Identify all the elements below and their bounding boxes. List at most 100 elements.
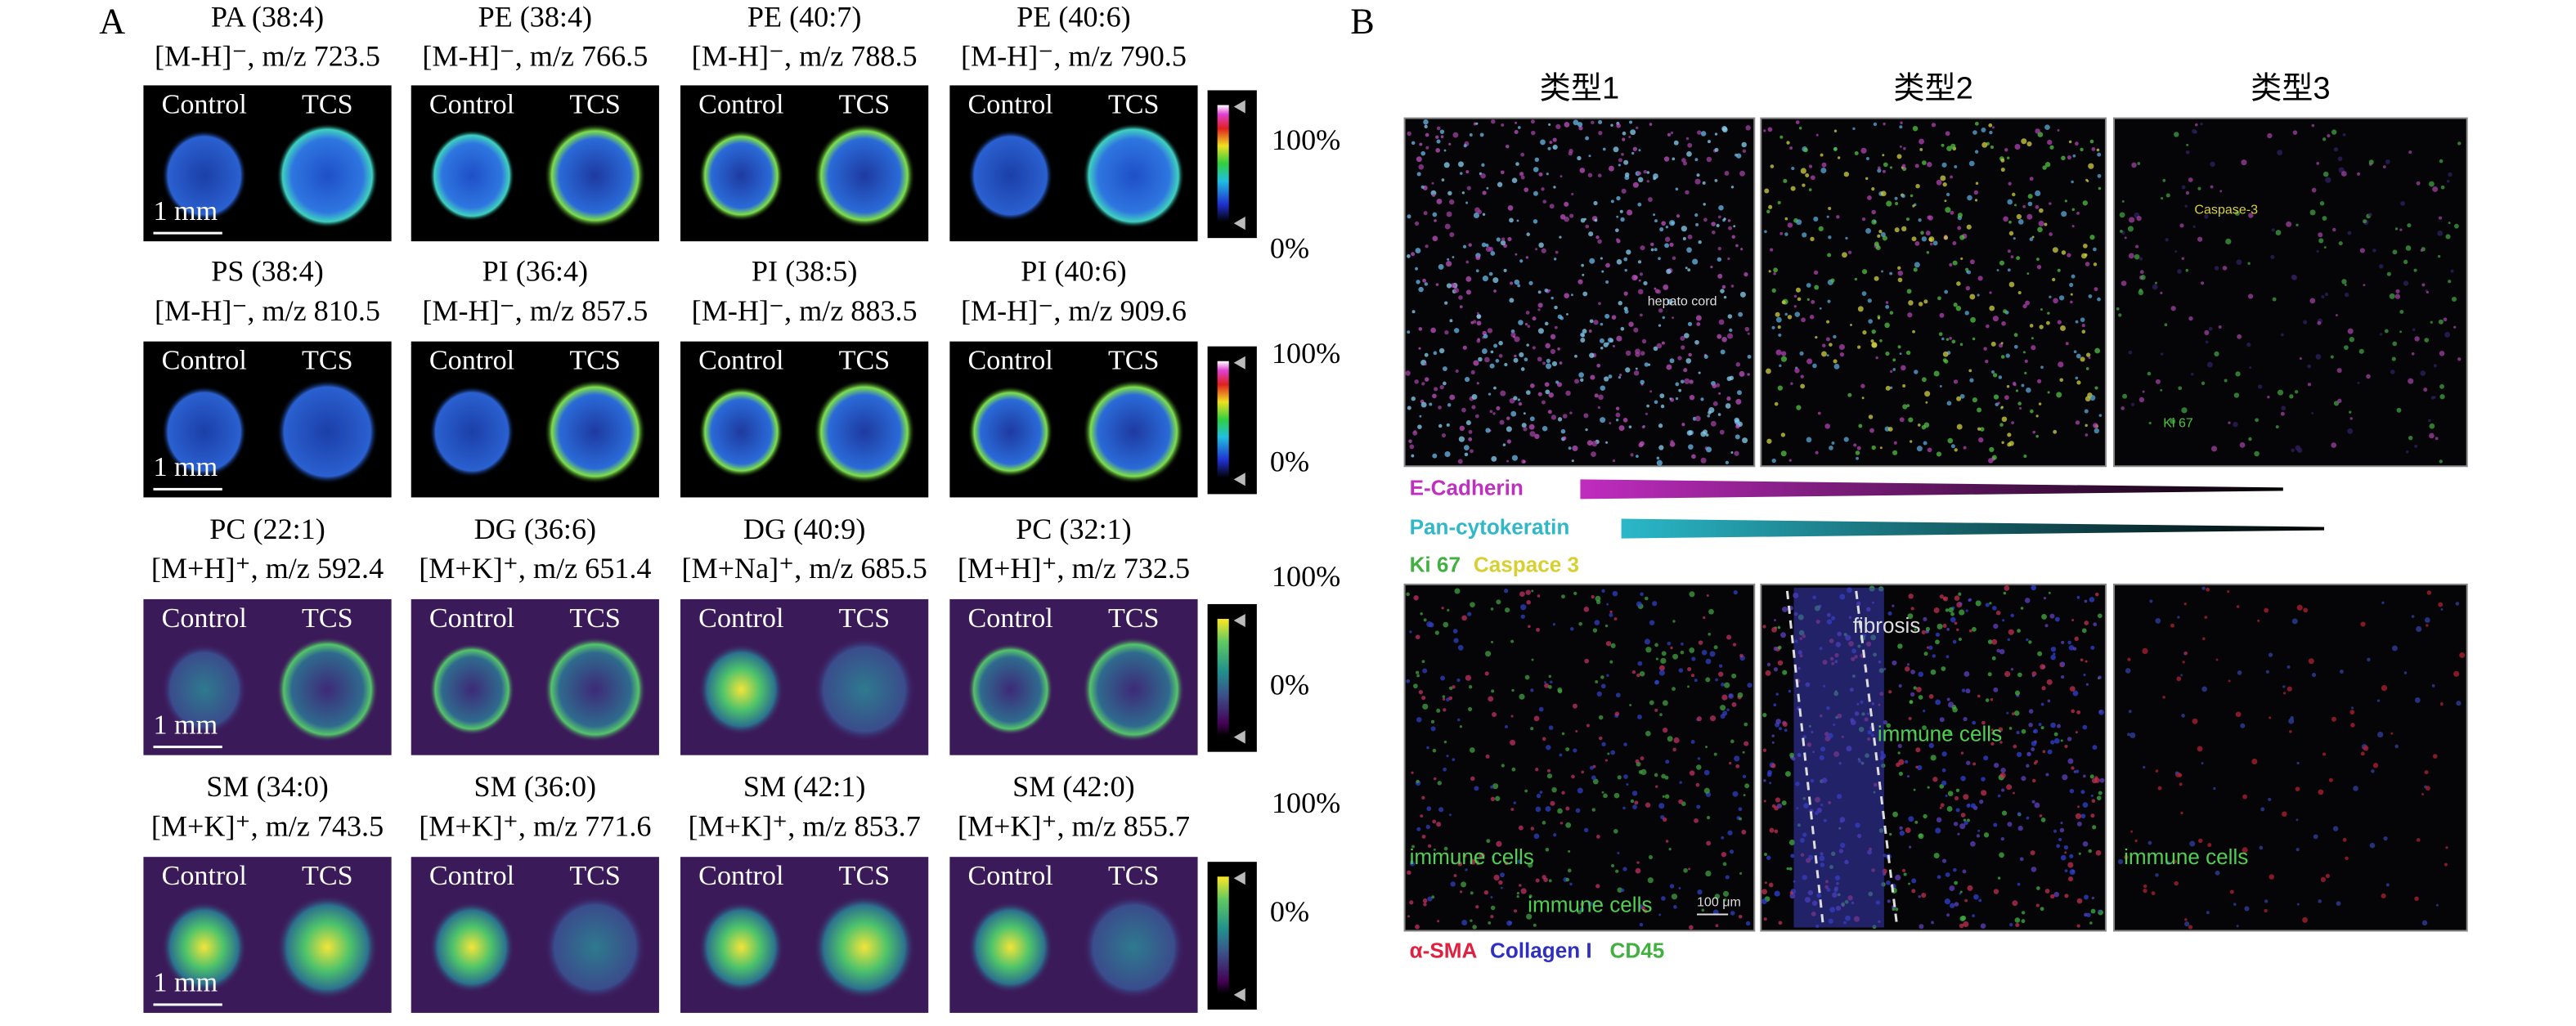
cell-signal (1506, 920, 1512, 926)
cell-signal (1949, 336, 1952, 340)
cell-signal (2064, 851, 2067, 854)
cell-signal (1408, 439, 1412, 444)
cell-signal (2347, 231, 2352, 235)
cell-signal (2437, 230, 2444, 236)
cell-signal (2408, 435, 2413, 441)
cell-signal (1506, 426, 1512, 432)
control-tissue (967, 385, 1053, 478)
cell-signal (1985, 698, 1990, 702)
cell-signal (1698, 371, 1701, 374)
cell-signal (1503, 268, 1507, 272)
cell-signal (1908, 816, 1914, 822)
cell-signal (2237, 334, 2242, 339)
cell-signal (1828, 235, 1832, 240)
cell-signal (1942, 623, 1947, 628)
cell-signal (1534, 157, 1539, 162)
cell-signal (1897, 744, 1902, 749)
cell-signal (1462, 854, 1467, 858)
cell-signal (2076, 595, 2080, 599)
cell-signal (1580, 378, 1584, 383)
cell-signal (1941, 768, 1946, 773)
cell-signal (1778, 333, 1782, 338)
cell-signal (2088, 849, 2092, 854)
cell-signal (2394, 293, 2401, 299)
cell-signal (1629, 703, 1632, 706)
cell-signal (2017, 629, 2021, 633)
cell-signal (1511, 767, 1516, 772)
cell-signal (1447, 403, 1452, 407)
cell-signal (1514, 354, 1517, 358)
cell-signal (1500, 872, 1505, 878)
cell-signal (2337, 156, 2343, 162)
cell-signal (1506, 144, 1510, 149)
cell-signal (1739, 871, 1743, 875)
cell-signal (1542, 199, 1547, 204)
cell-signal (1718, 392, 1721, 395)
cell-signal (1536, 793, 1542, 799)
cell-signal (1822, 343, 1826, 347)
cell-signal (1705, 746, 1708, 749)
cell-signal (1992, 126, 1995, 129)
cell-signal (1689, 770, 1695, 776)
cell-signal (1910, 607, 1914, 611)
cell-signal (1432, 393, 1437, 399)
cell-signal (2089, 597, 2095, 603)
cell-signal (2339, 670, 2344, 674)
cell-signal (2286, 221, 2292, 227)
cell-signal (1669, 242, 1674, 247)
cell-signal (1730, 911, 1735, 916)
cell-signal (2396, 407, 2402, 413)
cell-signal (2093, 423, 2098, 428)
cell-signal (1966, 271, 1969, 273)
cell-signal (2313, 834, 2318, 840)
cell-signal (2349, 410, 2352, 414)
cell-signal (1896, 154, 1902, 159)
cell-signal (1443, 149, 1447, 152)
cell-signal (1745, 125, 1751, 131)
cell-signal (2064, 894, 2069, 898)
cell-signal (1885, 304, 1890, 309)
cell-signal (1418, 327, 1423, 331)
cell-signal (2394, 744, 2399, 749)
cell-signal (2069, 282, 2074, 288)
control-tissue (698, 901, 784, 993)
cell-signal (1773, 267, 1779, 273)
cell-signal (1738, 807, 1743, 812)
cell-signal (2426, 290, 2430, 294)
colorbar-frame (1207, 603, 1257, 752)
cell-signal (1605, 641, 1612, 647)
cell-signal (1520, 614, 1525, 619)
cell-signal (1615, 406, 1620, 410)
cell-signal (1591, 595, 1595, 599)
cell-signal (1495, 795, 1501, 801)
cell-signal (1537, 308, 1541, 311)
cell-signal (1580, 338, 1586, 343)
cell-signal (2185, 268, 2189, 272)
cell-signal (1915, 747, 1921, 753)
cell-signal (1446, 283, 1452, 289)
cell-signal (1644, 362, 1649, 367)
cell-signal (1562, 436, 1567, 441)
cell-signal (1652, 601, 1658, 607)
cell-signal (1669, 397, 1672, 401)
cell-signal (1727, 219, 1731, 222)
cell-signal (2394, 227, 2399, 231)
cell-signal (1555, 380, 1560, 384)
cell-signal (1913, 267, 1918, 272)
cell-signal (2122, 393, 2128, 399)
ion-label: [M-H]⁻, m/z 857.5 (422, 294, 648, 327)
cell-signal (1739, 653, 1744, 658)
cell-signal (1789, 891, 1793, 895)
cell-signal (1416, 717, 1422, 723)
cell-signal (1806, 358, 1813, 365)
lipid-title: SM (42:1) (743, 770, 866, 803)
cell-signal (2064, 199, 2067, 203)
tcs-tissue (1083, 894, 1185, 1000)
cell-signal (1708, 410, 1712, 415)
cell-signal (1561, 791, 1565, 795)
cell-signal (1889, 386, 1893, 389)
cell-signal (1932, 240, 1938, 246)
cell-signal (2096, 148, 2100, 152)
cell-signal (1833, 363, 1840, 370)
legend-text: CD45 (1610, 939, 1665, 963)
